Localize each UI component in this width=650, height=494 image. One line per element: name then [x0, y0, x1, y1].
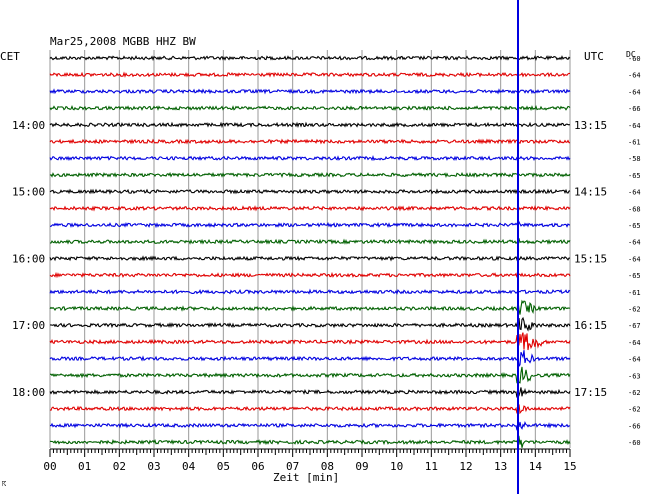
dc-offset-label: -61	[628, 289, 641, 297]
dc-offset-label: -60	[628, 439, 641, 447]
right-hour-label: 16:15	[574, 319, 607, 332]
trace-row	[49, 387, 571, 398]
x-tick-label: 01	[78, 460, 91, 473]
x-tick-label: 07	[286, 460, 299, 473]
x-tick-label: 05	[217, 460, 230, 473]
dc-offset-label: -64	[628, 255, 641, 263]
dc-offset-label: -67	[628, 322, 641, 330]
right-hour-label: 13:15	[574, 119, 607, 132]
trace-row	[49, 237, 571, 245]
trace-row	[49, 188, 571, 195]
x-tick-label: 09	[355, 460, 368, 473]
left-hour-label: 15:00	[12, 186, 45, 199]
dc-offset-label: -58	[628, 155, 641, 163]
trace-row	[49, 104, 571, 112]
right-hour-label: 14:15	[574, 186, 607, 199]
dc-offset-label: -60	[628, 55, 641, 63]
right-timezone-label: UTC	[584, 50, 604, 63]
dc-offset-label: -62	[628, 306, 641, 314]
dc-offset-label: -68	[628, 205, 641, 213]
dc-offset-label: -64	[628, 189, 641, 197]
dc-offset-label: -64	[628, 239, 641, 247]
dc-offset-label: -64	[628, 72, 641, 80]
left-hour-label: 17:00	[12, 319, 45, 332]
dc-offset-label: -64	[628, 88, 641, 96]
trace-row	[49, 420, 571, 431]
x-axis-label: Zeit [min]	[273, 471, 339, 484]
dc-offset-label: -62	[628, 406, 641, 414]
trace-row	[49, 435, 571, 448]
x-tick-label: 14	[529, 460, 543, 473]
trace-row	[49, 205, 571, 212]
dc-offset-label: -66	[628, 105, 641, 113]
right-hour-labels: 13:15 14:15 15:15 16:15 17:15	[574, 119, 607, 399]
dc-offset-label: -65	[628, 272, 641, 280]
left-hour-label: 16:00	[12, 252, 45, 265]
left-hour-label: 18:00	[12, 386, 45, 399]
trace-row	[49, 299, 571, 315]
trace-row	[49, 155, 571, 162]
trace-row	[49, 404, 571, 415]
trace-row	[49, 332, 571, 351]
dc-offset-label: -64	[628, 339, 641, 347]
footer-mark: ☈	[2, 480, 7, 488]
x-tick-label: 03	[147, 460, 160, 473]
left-timezone-label: CET	[0, 50, 20, 63]
dc-offset-label: -66	[628, 422, 641, 430]
x-tick-label: 12	[459, 460, 472, 473]
trace-row	[49, 255, 570, 262]
dc-offset-label: -63	[628, 372, 641, 380]
grid	[49, 50, 571, 448]
traces	[49, 55, 571, 448]
x-tick-label: 15	[563, 460, 576, 473]
x-tick-label: 11	[425, 460, 438, 473]
right-hour-label: 17:15	[574, 386, 607, 399]
trace-row	[49, 121, 571, 129]
left-hour-labels: 14:00 15:00 16:00 17:00 18:00	[12, 119, 45, 399]
dc-offset-label: -65	[628, 172, 641, 180]
x-tick-label: 13	[494, 460, 507, 473]
x-tick-label: 04	[182, 460, 196, 473]
x-axis: 00 01 02 03 04 05 06 07 08 09 10 11 12 13 14 15	[43, 448, 577, 473]
trace-row	[50, 220, 571, 229]
trace-row	[49, 171, 571, 179]
right-hour-label: 15:15	[574, 252, 607, 265]
trace-row	[49, 138, 571, 145]
trace-row	[49, 316, 571, 332]
trace-row	[49, 366, 571, 384]
trace-row	[49, 288, 571, 295]
x-tick-label: 06	[251, 460, 264, 473]
chart-title: Mar25,2008 MGBB HHZ BW	[50, 35, 196, 48]
dc-offset-label: -65	[628, 222, 641, 230]
dc-offset-label: -61	[628, 139, 641, 147]
trace-row	[49, 55, 571, 61]
x-tick-label: 08	[321, 460, 334, 473]
trace-row	[49, 269, 571, 279]
x-tick-label: 00	[43, 460, 56, 473]
dc-offset-label: -64	[628, 356, 641, 364]
left-hour-label: 14:00	[12, 119, 45, 132]
dc-offset-label: -62	[628, 389, 641, 397]
trace-row	[49, 350, 571, 368]
dc-label: DC	[626, 50, 636, 59]
trace-row	[49, 71, 570, 78]
x-tick-label: 02	[113, 460, 126, 473]
dc-offset-labels: -60 -64 -64 -66 -64 -61 -58 -65 -64 -68 -65 -64 -64 -…	[628, 55, 641, 447]
x-tick-label: 10	[390, 460, 403, 473]
dc-offset-label: -64	[628, 122, 641, 130]
trace-row	[49, 88, 571, 95]
